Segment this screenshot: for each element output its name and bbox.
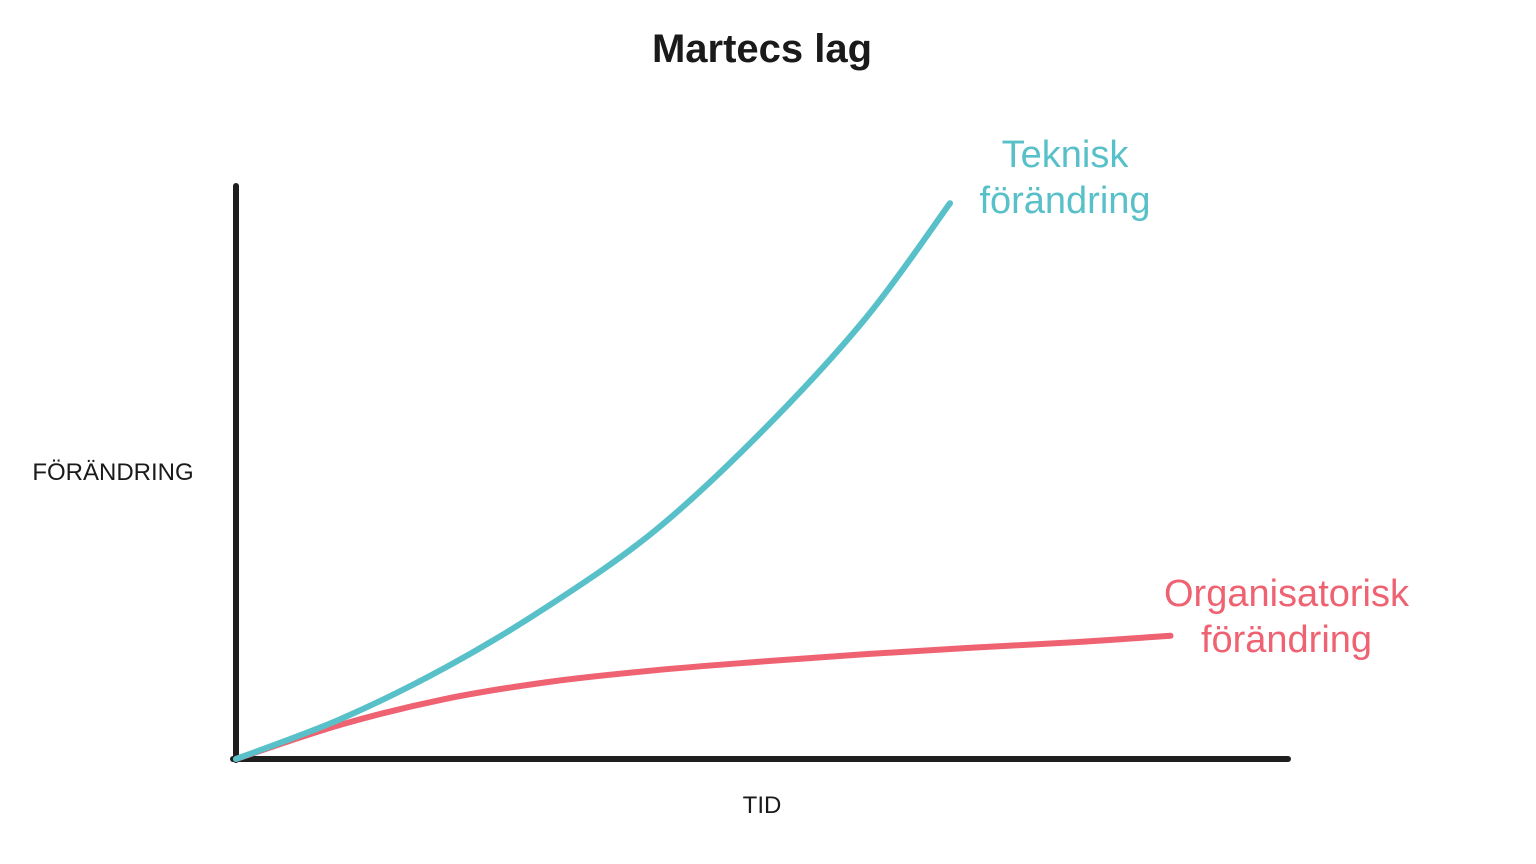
series-line-0 (233, 200, 953, 762)
series-label-0: Teknisk förändring (979, 134, 1150, 222)
x-axis-label: TID (743, 792, 782, 819)
series-label-1-line-1: förändring (1201, 619, 1372, 661)
series-label-1: Organisatorisk förändring (1164, 573, 1410, 661)
series-line-1 (233, 632, 1174, 762)
series-layer (233, 200, 1174, 762)
series-label-1-line-0: Organisatorisk (1164, 573, 1410, 615)
chart-title: Martecs lag (652, 27, 872, 71)
series-label-0-line-0: Teknisk (1002, 134, 1130, 176)
series-label-0-line-1: förändring (979, 180, 1150, 222)
y-axis-label: FÖRÄNDRING (32, 459, 193, 486)
